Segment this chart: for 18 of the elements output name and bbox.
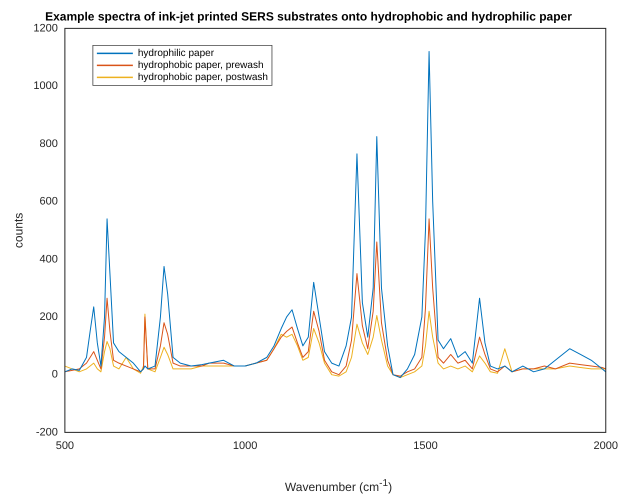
chart-title: Example spectra of ink-jet printed SERS substrates onto hydrophobic and hydrophilic paper <box>45 10 572 24</box>
y-tick-label: 400 <box>40 253 58 266</box>
y-tick-label: 1000 <box>33 80 58 92</box>
x-tick-label: 500 <box>56 440 74 452</box>
y-tick-label: 0 <box>52 368 58 381</box>
y-tick-label: 200 <box>40 311 58 324</box>
y-tick-label: 800 <box>40 138 58 150</box>
y-axis-title: counts <box>12 212 26 248</box>
legend-label: hydrophilic paper <box>138 48 215 60</box>
y-tick-label: 600 <box>40 196 58 208</box>
x-tick-label: 1000 <box>232 440 258 452</box>
x-tick-label: 2000 <box>594 440 618 452</box>
legend-label: hydrophobic paper, prewash <box>138 60 264 72</box>
x-axis-title: Wavenumber (cm$^{-1}$) <box>284 478 394 494</box>
x-tick-label: 1500 <box>413 440 438 452</box>
y-tick-label: 1200 <box>33 22 58 34</box>
legend-label: hydrophobic paper, postwash <box>138 72 268 84</box>
y-tick-label: -200 <box>36 426 58 438</box>
